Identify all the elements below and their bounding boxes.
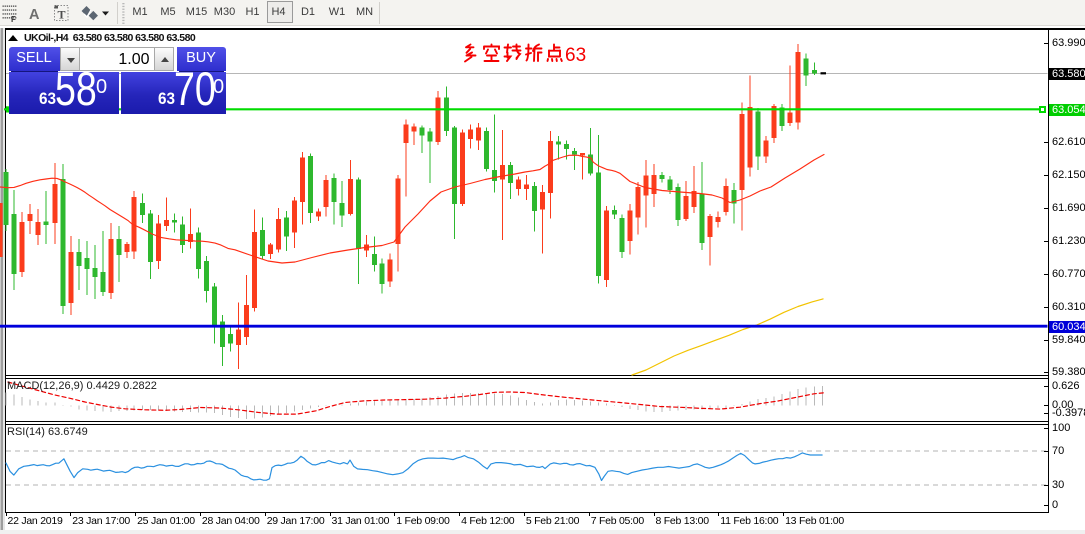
svg-text:T: T [58,8,66,22]
svg-text:63: 63 [565,45,586,66]
svg-text:F: F [11,15,16,24]
svg-text:A: A [29,7,40,23]
